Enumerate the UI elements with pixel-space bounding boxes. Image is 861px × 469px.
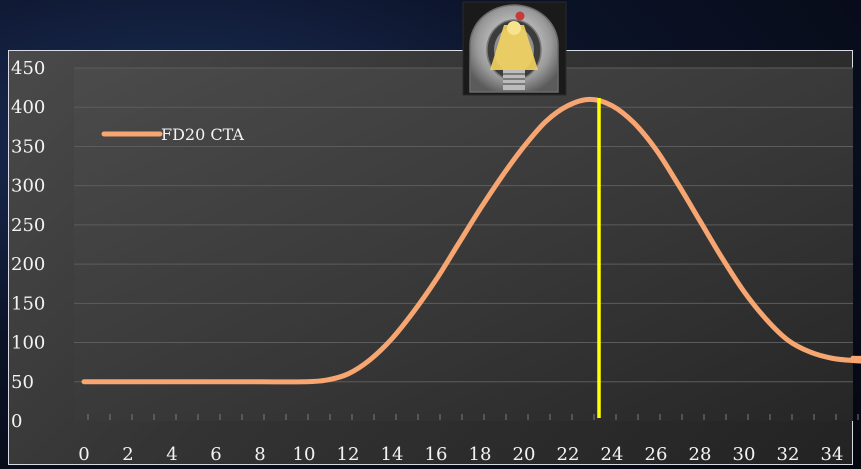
- legend: FD20 CTA: [101, 125, 244, 144]
- y-tick-label: 0: [11, 411, 22, 432]
- y-tick-label: 250: [11, 215, 45, 236]
- x-axis: 02468101214161820222426283032343638: [78, 444, 844, 465]
- x-tick-label: 8: [254, 444, 265, 465]
- y-tick-label: 50: [11, 372, 34, 393]
- plot-area: [74, 68, 853, 421]
- x-tick-label: 18: [469, 444, 492, 465]
- x-tick-label: 34: [821, 444, 844, 465]
- x-tick-label: 22: [557, 444, 580, 465]
- y-tick-label: 150: [11, 293, 45, 314]
- x-tick-label: 12: [337, 444, 360, 465]
- x-tick-label: 2: [122, 444, 133, 465]
- y-tick-label: 200: [11, 254, 45, 275]
- x-tick-label: 20: [513, 444, 536, 465]
- x-tick-label: 16: [425, 444, 448, 465]
- y-tick-label: 450: [11, 58, 45, 79]
- x-tick-label: 26: [645, 444, 668, 465]
- x-tick-label: 28: [689, 444, 712, 465]
- y-axis: 0 50 100 150 200 250 300 350 400 450: [11, 58, 45, 432]
- x-tick-label: 32: [777, 444, 800, 465]
- x-tick-label: 30: [733, 444, 756, 465]
- x-tick-label: 0: [78, 444, 89, 465]
- x-tick-label: 4: [166, 444, 177, 465]
- x-tick-label: 10: [293, 444, 316, 465]
- series-line-fd20-cta: [81, 96, 861, 385]
- x-tick-label: 24: [601, 444, 624, 465]
- x-minor-ticks: [87, 414, 859, 420]
- y-tick-label: 100: [11, 333, 45, 354]
- y-tick-label: 400: [11, 97, 45, 118]
- y-tick-label: 300: [11, 176, 45, 197]
- x-tick-label: 14: [381, 444, 404, 465]
- x-tick-label: 6: [210, 444, 221, 465]
- legend-label: FD20 CTA: [161, 125, 244, 144]
- ct-scanner-icon: [462, 1, 567, 96]
- y-tick-label: 350: [11, 136, 45, 157]
